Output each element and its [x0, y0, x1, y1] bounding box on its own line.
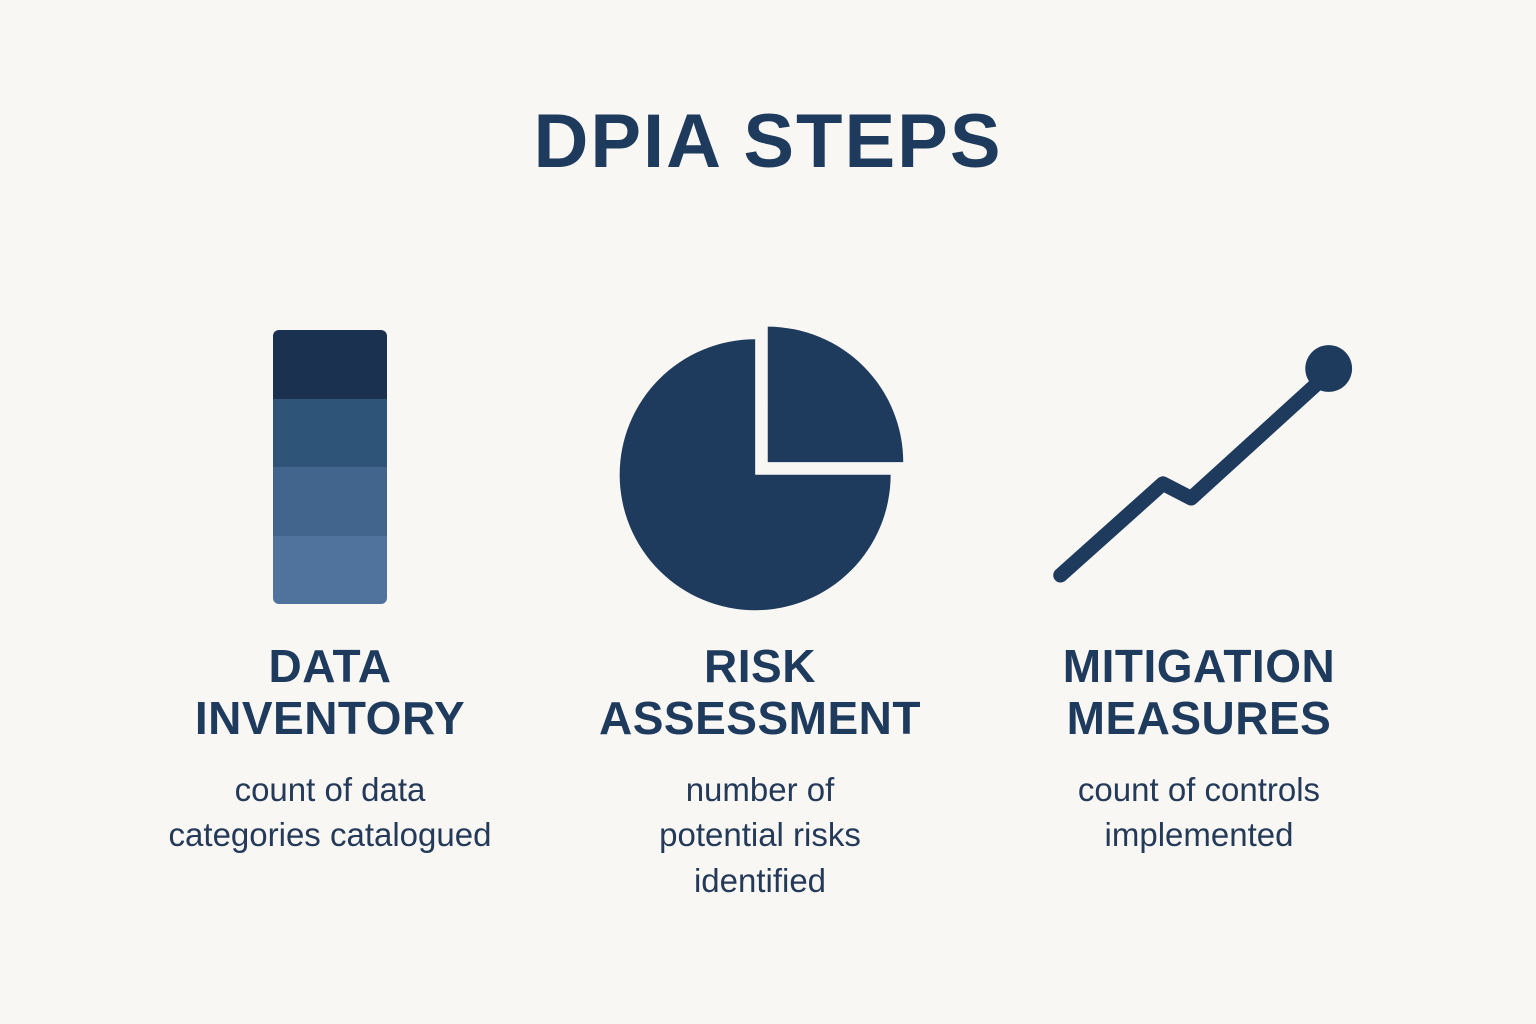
icon-area: [273, 300, 387, 634]
stacked-bar-icon: [273, 330, 387, 604]
heading-mitigation-measures: MITIGATION MEASURES: [1062, 640, 1336, 745]
icon-area: [1043, 300, 1355, 634]
trend-line: [1053, 372, 1329, 583]
page-title: DPIA STEPS: [533, 99, 1003, 184]
subtitle-data-inventory: count of data categories catalogued: [168, 770, 492, 854]
bar-segment-4: [273, 535, 387, 604]
column-data-inventory: DATA INVENTORY count of data categories …: [118, 300, 542, 858]
pie-slice: [767, 326, 904, 463]
bar-segment-3: [273, 467, 387, 536]
subtitle-risk-assessment: number of potential risks identified: [659, 770, 861, 899]
bar-segment-2: [273, 398, 387, 467]
bar-segment-1: [273, 330, 387, 399]
pie-body: [619, 339, 891, 611]
heading-risk-assessment: RISK ASSESSMENT: [599, 640, 921, 745]
heading-data-inventory: DATA INVENTORY: [194, 640, 466, 745]
subtitle-mitigation-measures: count of controls implemented: [1077, 770, 1321, 854]
trend-line-icon: [1053, 345, 1353, 583]
column-mitigation-measures: MITIGATION MEASURES count of controls im…: [982, 300, 1416, 858]
icon-area: [610, 300, 910, 634]
column-risk-assessment: RISK ASSESSMENT number of potential risk…: [548, 300, 972, 903]
trend-endpoint-dot: [1305, 345, 1353, 392]
pie-chart-icon: [619, 326, 904, 611]
